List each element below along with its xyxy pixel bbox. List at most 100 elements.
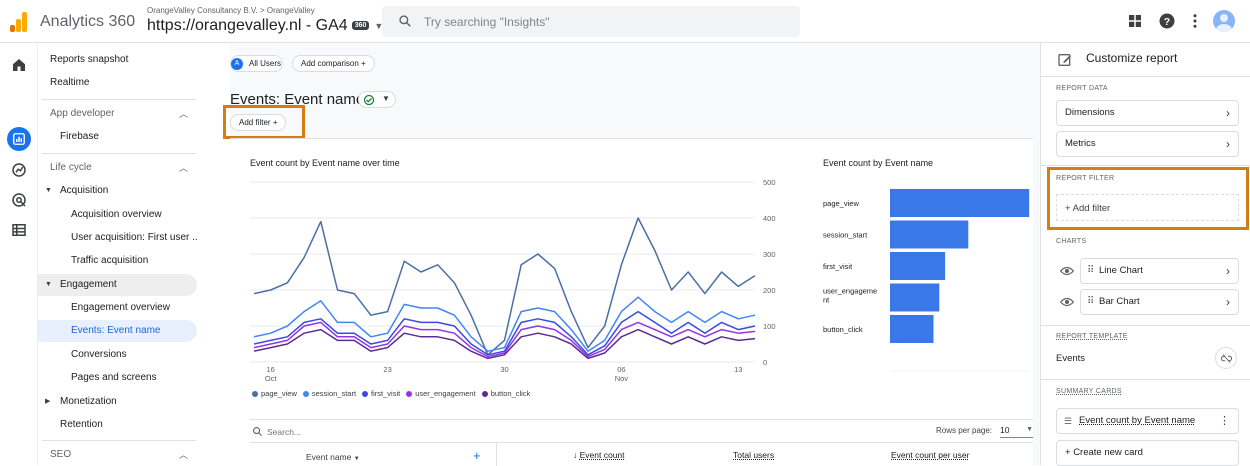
series-line-button-click[interactable] — [253, 328, 756, 360]
bar[interactable] — [890, 252, 946, 280]
legend-item-first-visit[interactable]: first_visit — [356, 389, 400, 398]
y-tick-label: 0 — [763, 358, 767, 367]
report-filter-heading: REPORT FILTER — [1056, 175, 1115, 182]
bar[interactable] — [890, 220, 969, 249]
y-tick-label: 300 — [763, 250, 776, 259]
nav-section-life-cycle[interactable]: Life cycle ︿ — [38, 157, 198, 179]
nav-item-reports-snapshot[interactable]: Reports snapshot — [50, 54, 129, 65]
segment-chip-all-users[interactable]: A All Users — [230, 55, 283, 72]
link-off-icon — [1221, 354, 1232, 363]
bar-chart-title: Event count by Event name — [823, 158, 934, 168]
advertising-icon[interactable] — [10, 191, 28, 209]
chevron-right-icon: › — [1226, 295, 1230, 309]
bar-category-label-line: page_view — [823, 199, 859, 208]
bar-chart-row[interactable]: ⠿ Bar Chart › — [1080, 289, 1239, 315]
add-filter-label: Add filter — [239, 118, 271, 127]
account-breadcrumb[interactable]: OrangeValley Consultancy B.V. > OrangeVa… — [147, 6, 315, 15]
drag-handle-icon[interactable]: ⠿ — [1087, 265, 1095, 276]
highlight-add-filter — [223, 105, 305, 139]
y-tick-label: 100 — [763, 322, 776, 331]
chevron-up-icon: ︿ — [178, 450, 188, 460]
more-vert-icon[interactable]: ⋮ — [1219, 415, 1230, 427]
bar[interactable] — [890, 315, 934, 343]
expand-triangle-icon: ▼ — [45, 187, 52, 194]
panel-divider — [1041, 379, 1250, 380]
legend-item-page-view[interactable]: page_view — [252, 389, 297, 398]
bar[interactable] — [890, 283, 940, 312]
add-dimension-plus-icon[interactable]: + — [473, 448, 481, 463]
explore-icon[interactable] — [10, 161, 28, 179]
edit-report-icon — [1058, 54, 1071, 66]
table-search-input[interactable] — [267, 424, 417, 439]
search-input[interactable] — [424, 6, 784, 37]
nav-divider — [42, 99, 196, 100]
apps-grid-icon[interactable] — [1126, 12, 1144, 30]
legend-item-session-start[interactable]: session_start — [297, 389, 356, 398]
nav-item-conversions[interactable]: Conversions — [71, 349, 127, 360]
bar-category-label: session_start — [823, 231, 868, 240]
nav-item-user-acquisition[interactable]: User acquisition: First user ... — [71, 232, 198, 243]
visibility-eye-icon[interactable] — [1060, 265, 1074, 277]
column-header-event-name[interactable]: Event name ▼ — [306, 452, 360, 462]
nav-section-app-developer[interactable]: App developer ︿ — [38, 103, 198, 125]
property-selector[interactable]: https://orangevalley.nl - GA4 360 ▼ — [147, 17, 383, 35]
add-filter-button[interactable]: Add filter + — [230, 114, 287, 131]
account-avatar[interactable] — [1213, 10, 1235, 32]
legend-label: session_start — [311, 389, 357, 398]
drag-handle-icon[interactable]: ⠿ — [1087, 296, 1095, 307]
column-header-event-count[interactable]: ↓ Event count — [573, 450, 625, 460]
nav-item-acquisition-overview[interactable]: Acquisition overview — [71, 209, 162, 220]
home-icon[interactable] — [10, 56, 28, 74]
series-line-session-start[interactable] — [253, 296, 756, 352]
segment-avatar: A — [231, 58, 243, 70]
dimensions-row[interactable]: Dimensions › — [1056, 100, 1239, 126]
legend-item-button-click[interactable]: button_click — [476, 389, 530, 398]
nav-item-engagement-overview[interactable]: Engagement overview — [71, 302, 170, 313]
report-filter-add-button[interactable]: + Add filter — [1056, 194, 1239, 221]
nav-item-firebase[interactable]: Firebase — [60, 131, 99, 142]
column-header-total-users[interactable]: Total users — [733, 450, 775, 460]
search-bar[interactable] — [382, 6, 800, 37]
series-line-user-engagement[interactable] — [253, 321, 756, 358]
add-comparison-button[interactable]: Add comparison + — [292, 55, 375, 72]
help-icon[interactable]: ? — [1158, 12, 1176, 30]
x-tick-label: 30 — [500, 365, 508, 374]
caret-down-icon: ▼ — [382, 94, 390, 103]
nav-item-pages-and-screens[interactable]: Pages and screens — [71, 372, 157, 383]
legend-item-user-engagement[interactable]: user_engagement — [400, 389, 476, 398]
nav-item-realtime[interactable]: Realtime — [50, 77, 90, 88]
bar[interactable] — [890, 189, 1030, 217]
metrics-row[interactable]: Metrics › — [1056, 131, 1239, 157]
more-vert-icon[interactable] — [1186, 12, 1204, 30]
app-title: Analytics 360 — [40, 13, 136, 30]
summary-card-row[interactable]: ☰ Event count by Event name ⋮ — [1056, 408, 1239, 434]
line-chart-row[interactable]: ⠿ Line Chart › — [1080, 258, 1239, 284]
visibility-eye-icon[interactable] — [1060, 296, 1074, 308]
create-new-card-button[interactable]: + Create new card — [1056, 440, 1239, 466]
rows-per-page-label: Rows per page: — [936, 426, 993, 435]
nav-item-retention[interactable]: Retention — [60, 419, 103, 430]
legend-label: user_engagement — [415, 389, 476, 398]
nav-section-label: App developer — [50, 108, 115, 119]
x-tick-label: 06 — [617, 365, 625, 374]
configure-icon[interactable] — [10, 221, 28, 239]
unlink-template-button[interactable] — [1215, 347, 1237, 369]
nav-item-events-event-name[interactable]: Events: Event name — [38, 320, 197, 342]
series-line-page-view[interactable] — [253, 217, 756, 356]
line-chart-label: Line Chart — [1099, 265, 1143, 276]
column-header-event-count-per-user[interactable]: Event count per user — [891, 450, 970, 460]
nav-item-traffic-acquisition[interactable]: Traffic acquisition — [71, 255, 149, 266]
rows-per-page-select[interactable]: 10 ▼ — [1000, 422, 1033, 438]
table-divider — [250, 419, 1033, 420]
bar-category-label-line: user_engageme — [823, 287, 877, 296]
series-line-first-visit[interactable] — [253, 310, 756, 356]
nav-item-monetization[interactable]: ▶ Monetization — [38, 391, 198, 413]
reports-icon[interactable] — [10, 130, 28, 148]
nav-section-seo[interactable]: SEO ︿ — [38, 444, 198, 466]
report-status-dropdown[interactable]: ▼ — [358, 91, 396, 108]
nav-item-acquisition[interactable]: ▼ Acquisition — [38, 180, 198, 202]
svg-text:?: ? — [1164, 16, 1170, 28]
rows-per-page-value: 10 — [1000, 425, 1010, 435]
nav-item-engagement[interactable]: ▼ Engagement — [38, 274, 197, 296]
card-list-icon: ☰ — [1064, 416, 1073, 426]
